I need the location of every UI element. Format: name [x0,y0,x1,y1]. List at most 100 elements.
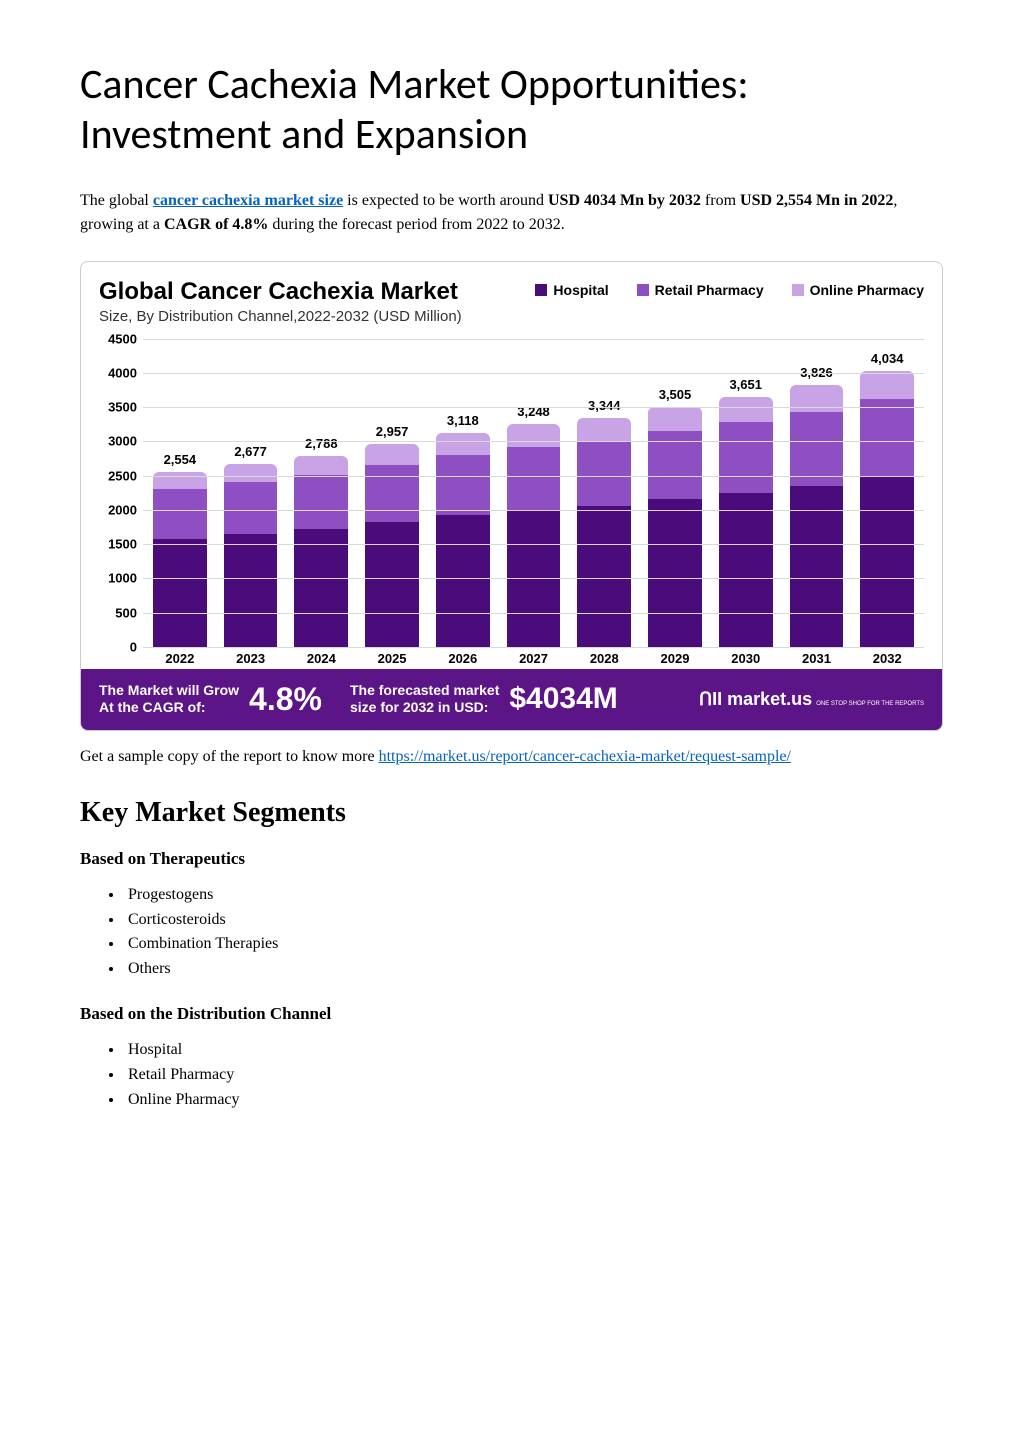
bar-total-label: 3,651 [729,377,762,392]
x-axis: 2022202320242025202620272028202920302031… [143,647,924,669]
bar [860,371,914,647]
footer-text: The forecasted market size for 2032 in U… [350,682,499,716]
footer-value: $4034M [509,682,617,716]
x-tick: 2030 [719,647,773,669]
sample-link[interactable]: https://market.us/report/cancer-cachexia… [379,748,791,765]
bar-seg-hospital [294,529,348,647]
bar-seg-online [224,464,278,482]
chart-title: Global Cancer Cachexia Market [99,278,515,306]
footer-text: The Market will Grow At the CAGR of: [99,682,239,716]
x-tick: 2031 [790,647,844,669]
bar-total-label: 4,034 [871,351,904,366]
gridline [143,476,924,477]
text: size for 2032 in USD: [350,699,499,716]
chart-footer: The Market will Grow At the CAGR of: 4.8… [81,669,942,730]
bar-total-label: 2,677 [234,444,267,459]
gridline [143,578,924,579]
y-tick: 4500 [108,331,137,346]
bar-column: 2,957 [365,339,419,647]
text: from [701,192,740,209]
bar-column: 3,505 [648,339,702,647]
list-item: Others [124,957,943,982]
y-tick: 3000 [108,434,137,449]
bar [790,385,844,647]
bar-seg-hospital [648,499,702,646]
text-bold: USD 4034 Mn by 2032 [548,192,701,209]
legend-swatch [637,284,649,296]
y-tick: 3500 [108,400,137,415]
bar-seg-online [860,371,914,399]
link-text: cancer cachexia market size [153,192,343,209]
bar-seg-retail [365,465,419,522]
segments-heading: Key Market Segments [80,797,943,829]
chart-subtitle: Size, By Distribution Channel,2022-2032 … [99,308,515,325]
legend-swatch [535,284,547,296]
text: Get a sample copy of the report to know … [80,748,379,765]
y-axis: 050010001500200025003000350040004500 [99,339,143,647]
legend-label: Retail Pharmacy [655,282,764,298]
gridline [143,373,924,374]
footer-logo: ՈII market.us ONE STOP SHOP FOR THE REPO… [699,689,924,710]
x-tick: 2022 [153,647,207,669]
market-size-link[interactable]: cancer cachexia market size [153,192,343,209]
bar-column: 2,788 [294,339,348,647]
gridline [143,339,924,340]
bar-seg-online [648,407,702,431]
bar [224,464,278,647]
bar-seg-hospital [719,493,773,647]
x-tick: 2027 [507,647,561,669]
segment-subheading: Based on the Distribution Channel [80,1004,943,1024]
gridline [143,613,924,614]
bar-seg-retail [577,441,631,506]
legend-swatch [792,284,804,296]
segment-subheading: Based on Therapeutics [80,849,943,869]
bar-seg-hospital [860,477,914,647]
bar-column: 3,248 [507,339,561,647]
text: The forecasted market [350,682,499,699]
y-tick: 4000 [108,366,137,381]
plot-area: 2,554 2,677 2,788 2,957 3,118 [143,339,924,647]
x-tick: 2029 [648,647,702,669]
bar [648,407,702,647]
y-tick: 1500 [108,537,137,552]
logo-sub: ONE STOP SHOP FOR THE REPORTS [816,701,924,707]
text: The Market will Grow [99,682,239,699]
bar-seg-online [365,444,419,464]
chart-plot: 050010001500200025003000350040004500 2,5… [99,339,924,669]
x-tick: 2026 [436,647,490,669]
y-tick: 500 [115,605,137,620]
bar-seg-retail [436,455,490,516]
footer-cagr: 4.8% [249,681,322,718]
bars-row: 2,554 2,677 2,788 2,957 3,118 [143,339,924,647]
gridline [143,510,924,511]
bar-total-label: 3,505 [659,387,692,402]
list-item: Combination Therapies [124,932,943,957]
bar-seg-retail [860,399,914,477]
bar-seg-retail [153,489,207,538]
bar-seg-online [294,456,348,475]
y-tick: 1000 [108,571,137,586]
legend-item: Retail Pharmacy [637,282,764,298]
logo-text: ՈII market.us [699,689,812,710]
bar-total-label: 2,788 [305,436,338,451]
gridline [143,544,924,545]
gridline [143,407,924,408]
text: At the CAGR of: [99,699,239,716]
bar-seg-retail [507,447,561,510]
list-item: Progestogens [124,883,943,908]
bar-column: 3,344 [577,339,631,647]
text-bold: CAGR of 4.8% [164,216,268,233]
bar-seg-online [436,433,490,454]
list-item: Hospital [124,1038,943,1063]
x-tick: 2024 [294,647,348,669]
x-tick: 2028 [577,647,631,669]
bar-seg-hospital [224,534,278,647]
intro-paragraph: The global cancer cachexia market size i… [80,189,943,237]
bar-column: 2,677 [224,339,278,647]
list-item: Retail Pharmacy [124,1063,943,1088]
bar-total-label: 2,957 [376,424,409,439]
bar-seg-retail [719,422,773,493]
bar-column: 3,826 [790,339,844,647]
bar-seg-online [719,397,773,422]
x-tick: 2032 [860,647,914,669]
